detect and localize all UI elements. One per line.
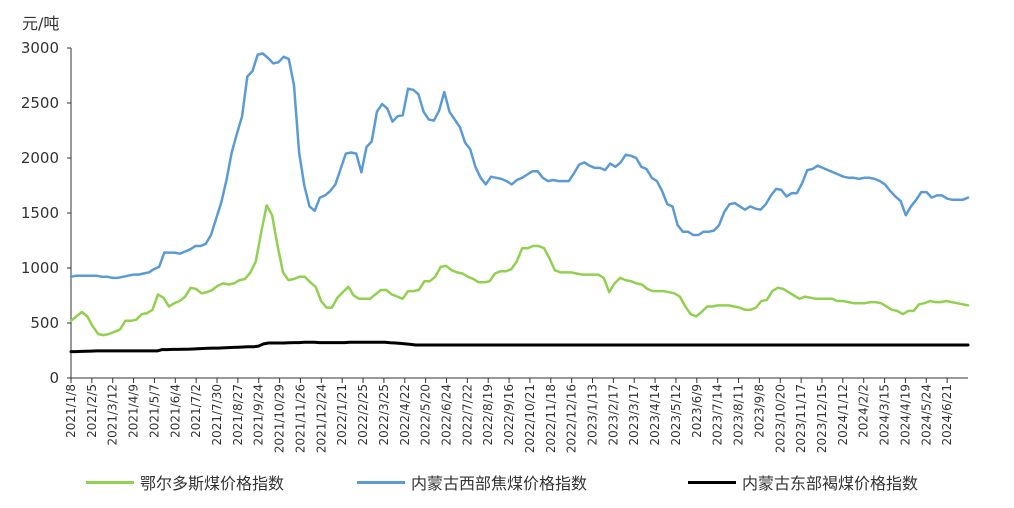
series-line-1 bbox=[69, 204, 970, 337]
y-tick-label: 1500 bbox=[21, 204, 59, 222]
x-tick-label: 2021/2/5 bbox=[85, 384, 99, 438]
x-tick-label: 2022/4/22 bbox=[398, 384, 412, 446]
x-tick-label: 2024/3/15 bbox=[878, 384, 892, 446]
y-tick-label: 2000 bbox=[21, 149, 59, 167]
x-tick-label: 2023/3/17 bbox=[627, 384, 641, 446]
legend-item-west-coking: 内蒙古西部焦煤价格指数 bbox=[357, 470, 587, 494]
legend-label-east-lignite: 内蒙古东部褐煤价格指数 bbox=[742, 474, 919, 493]
x-tick-label: 2023/2/17 bbox=[606, 384, 620, 446]
x-tick-label: 2021/1/8 bbox=[64, 384, 78, 438]
x-tick-label: 2024/6/21 bbox=[940, 384, 954, 446]
x-tick-label: 2023/6/9 bbox=[690, 384, 704, 438]
x-tick-label: 2022/5/20 bbox=[419, 384, 433, 446]
x-tick-label: 2022/11/18 bbox=[544, 384, 558, 453]
y-tick-label: 1000 bbox=[21, 259, 59, 277]
y-tick-label: 0 bbox=[49, 369, 59, 387]
x-tick-label: 2022/8/19 bbox=[481, 384, 495, 446]
x-tick-label: 2021/12/24 bbox=[314, 384, 328, 453]
y-axis-ticks: 0 500 1000 1500 2000 2500 3000 bbox=[21, 39, 71, 387]
series-lines bbox=[69, 52, 970, 354]
legend-item-ordos: 鄂尔多斯煤价格指数 bbox=[86, 470, 284, 494]
x-tick-label: 2021/3/12 bbox=[106, 384, 120, 446]
legend-swatch-east-lignite bbox=[688, 480, 736, 484]
x-tick-label: 2021/11/26 bbox=[293, 384, 307, 453]
x-tick-label: 2023/5/12 bbox=[669, 384, 683, 446]
legend-item-east-lignite: 内蒙古东部褐煤价格指数 bbox=[688, 470, 918, 494]
x-tick-label: 2021/6/4 bbox=[168, 384, 182, 438]
x-tick-label: 2021/7/2 bbox=[189, 384, 203, 438]
x-tick-label: 2024/2/2 bbox=[857, 384, 871, 438]
x-tick-label: 2021/5/7 bbox=[147, 384, 161, 438]
axes bbox=[70, 48, 968, 379]
legend-swatch-west-coking bbox=[357, 480, 405, 484]
x-tick-label: 2022/1/21 bbox=[335, 384, 349, 446]
x-tick-label: 2024/1/12 bbox=[836, 384, 850, 446]
x-tick-label: 2023/9/8 bbox=[752, 384, 766, 438]
x-tick-label: 2023/10/20 bbox=[773, 384, 787, 453]
x-tick-label: 2023/7/14 bbox=[711, 384, 725, 446]
x-tick-label: 2021/7/30 bbox=[210, 384, 224, 446]
legend-label-west-coking: 内蒙古西部焦煤价格指数 bbox=[411, 474, 588, 493]
x-tick-label: 2023/12/15 bbox=[815, 384, 829, 453]
x-tick-label: 2022/3/25 bbox=[377, 384, 391, 446]
series-line-3 bbox=[69, 340, 970, 354]
x-tick-label: 2024/4/19 bbox=[898, 384, 912, 446]
x-tick-label: 2022/6/24 bbox=[439, 384, 453, 446]
legend-swatch-ordos bbox=[86, 480, 134, 484]
x-tick-label: 2021/4/9 bbox=[127, 384, 141, 438]
x-tick-label: 2022/12/16 bbox=[565, 384, 579, 453]
x-tick-label: 2022/9/16 bbox=[502, 384, 516, 446]
x-tick-label: 2022/7/22 bbox=[460, 384, 474, 446]
y-axis-unit: 元/吨 bbox=[22, 14, 60, 33]
legend-label-ordos: 鄂尔多斯煤价格指数 bbox=[140, 474, 285, 493]
x-tick-label: 2021/9/24 bbox=[252, 384, 266, 446]
x-axis-ticks: 2021/1/8 2021/2/5 2021/3/12 2021/4/9 2021/5/… bbox=[64, 378, 954, 453]
x-tick-label: 2023/4/14 bbox=[648, 384, 662, 446]
x-tick-label: 2022/2/25 bbox=[356, 384, 370, 446]
y-tick-label: 2500 bbox=[21, 94, 59, 112]
x-tick-label: 2023/1/13 bbox=[586, 384, 600, 446]
x-tick-label: 2023/11/17 bbox=[794, 384, 808, 453]
series-line-2 bbox=[69, 52, 970, 280]
x-tick-label: 2024/5/24 bbox=[919, 384, 933, 446]
x-tick-label: 2023/8/11 bbox=[732, 384, 746, 446]
x-tick-label: 2021/8/27 bbox=[231, 384, 245, 446]
y-tick-label: 500 bbox=[30, 314, 59, 332]
x-tick-label: 2021/10/29 bbox=[273, 384, 287, 453]
x-tick-label: 2022/10/21 bbox=[523, 384, 537, 453]
y-tick-label: 3000 bbox=[21, 39, 59, 57]
